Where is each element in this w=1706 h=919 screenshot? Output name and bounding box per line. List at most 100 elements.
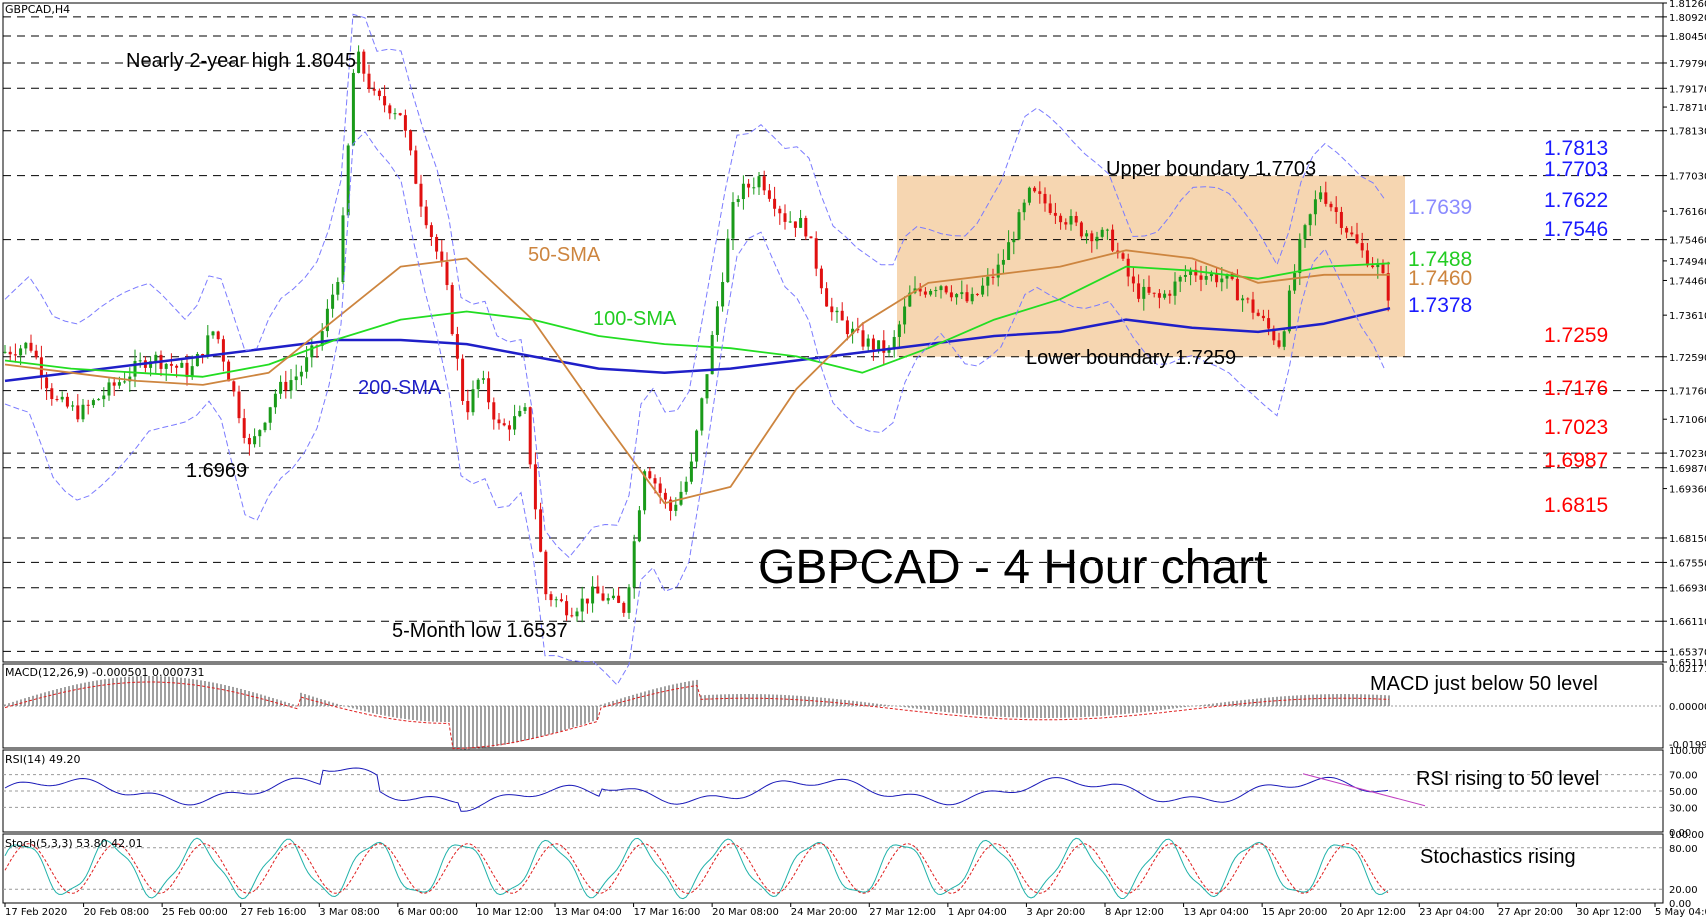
- candle-body: [138, 360, 142, 362]
- candle-body: [544, 551, 548, 595]
- candle-body: [1339, 211, 1343, 228]
- time-tick-label: 30 Apr 12:00: [1576, 907, 1641, 918]
- candle-body: [528, 407, 532, 465]
- candle-body: [445, 262, 449, 286]
- annotation-5month-low: 5-Month low 1.6537: [392, 620, 568, 642]
- candle-body: [1376, 264, 1380, 268]
- candle-body: [284, 381, 288, 391]
- candle-body: [845, 320, 849, 335]
- candle-body: [221, 339, 225, 362]
- candle-body: [336, 281, 340, 295]
- candle-body: [305, 357, 309, 372]
- candle-body: [8, 351, 12, 355]
- value-sma50: 1.7460: [1408, 267, 1473, 290]
- candle-body: [1059, 215, 1063, 223]
- candle-body: [393, 113, 397, 115]
- candle-body: [955, 294, 959, 298]
- candle-body: [669, 499, 673, 511]
- candle-body: [1365, 250, 1369, 266]
- candle-body: [362, 51, 366, 74]
- annotation-macd: MACD just below 50 level: [1370, 673, 1598, 695]
- macd-panel-title: MACD(12,26,9) -0.000501 0.000731: [5, 666, 205, 679]
- candle-body: [481, 378, 485, 380]
- price-tick-label: 1.69360: [1669, 485, 1706, 496]
- price-tick-label: 1.72590: [1669, 353, 1706, 364]
- candle-body: [1043, 193, 1047, 204]
- candle-body: [497, 419, 501, 424]
- candle-body: [102, 395, 106, 400]
- time-tick-label: 27 Feb 16:00: [241, 907, 307, 918]
- candle-body: [65, 396, 69, 407]
- candle-body: [549, 594, 553, 601]
- candle-body: [1209, 273, 1213, 277]
- value-sma100: 1.7488: [1408, 248, 1473, 271]
- level-1-6815: 1.6815: [1544, 494, 1609, 517]
- candle-body: [523, 407, 527, 411]
- candle-body: [617, 595, 621, 603]
- candle-body: [487, 378, 491, 403]
- rsi-axis-label: 70.00: [1669, 771, 1698, 782]
- bollinger-lower: [4, 131, 1386, 686]
- candle-body: [825, 288, 829, 307]
- candle-body: [279, 381, 283, 394]
- candle-body: [752, 187, 756, 189]
- candle-body: [778, 208, 782, 214]
- candle-body: [263, 422, 267, 431]
- level-1-7023: 1.7023: [1544, 416, 1609, 439]
- candle-body: [211, 331, 215, 336]
- candle-body: [1069, 215, 1073, 225]
- candle-body: [1277, 340, 1281, 347]
- price-tick-label: 1.66930: [1669, 584, 1706, 595]
- price-tick-label: 1.70230: [1669, 449, 1706, 460]
- candle-body: [975, 293, 979, 295]
- candle-body: [1079, 222, 1083, 237]
- candle-body: [695, 430, 699, 462]
- candle-body: [310, 345, 314, 358]
- time-tick-label: 3 Mar 08:00: [319, 907, 379, 918]
- candle-body: [918, 288, 922, 292]
- candle-body: [86, 404, 90, 406]
- price-tick-label: 1.65370: [1669, 647, 1706, 658]
- candle-body: [715, 306, 719, 335]
- candle-body: [960, 292, 964, 295]
- candle-body: [71, 405, 75, 407]
- price-tick-label: 1.77030: [1669, 172, 1706, 183]
- candle-body: [268, 407, 272, 423]
- candle-body: [34, 350, 38, 358]
- price-tick-label: 1.81260: [1669, 0, 1706, 10]
- candle-body: [1178, 276, 1182, 282]
- candle-body: [435, 236, 439, 252]
- candle-body: [346, 145, 350, 216]
- candle-body: [429, 225, 433, 237]
- candle-body: [149, 361, 153, 368]
- rsi-axis-label: 50.00: [1669, 787, 1698, 798]
- candle-body: [1074, 215, 1078, 223]
- candle-body: [1329, 203, 1333, 208]
- price-tick-label: 1.74460: [1669, 276, 1706, 287]
- time-tick-label: 27 Mar 12:00: [869, 907, 936, 918]
- candle-body: [1090, 233, 1094, 242]
- price-tick-label: 1.68150: [1669, 534, 1706, 545]
- price-tick-label: 1.80920: [1669, 13, 1706, 24]
- candle-body: [258, 430, 262, 437]
- time-tick-label: 8 Apr 12:00: [1105, 907, 1164, 918]
- candle-body: [897, 324, 901, 337]
- candle-body: [388, 105, 392, 114]
- candle-body: [1334, 207, 1338, 212]
- time-tick-label: 10 Mar 12:00: [476, 907, 543, 918]
- candle-body: [455, 334, 459, 359]
- candle-body: [965, 292, 969, 302]
- candle-body: [107, 382, 111, 396]
- time-tick-label: 17 Mar 16:00: [634, 907, 701, 918]
- candle-body: [1017, 212, 1021, 240]
- candle-body: [383, 96, 387, 106]
- candle-body: [783, 213, 787, 222]
- candle-body: [970, 293, 974, 302]
- candle-body: [1001, 259, 1005, 265]
- candle-body: [1324, 192, 1328, 204]
- rsi-axis-label: 30.00: [1669, 803, 1698, 814]
- stoch-axis-label: 100.00: [1669, 830, 1704, 841]
- candle-body: [991, 276, 995, 278]
- candle-body: [341, 215, 345, 282]
- price-tick-label: 1.79170: [1669, 84, 1706, 95]
